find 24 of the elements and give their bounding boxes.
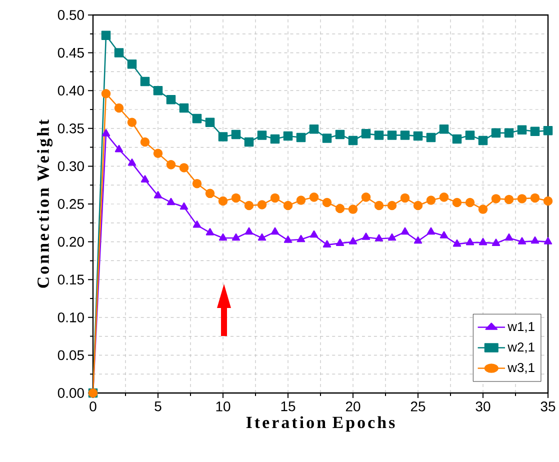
y-tick-label: 0.30 — [58, 161, 84, 172]
legend-label: w3,1 — [508, 362, 534, 374]
x-tick-label: 20 — [346, 401, 360, 412]
legend-label: w2,1 — [508, 342, 534, 354]
y-tick-label: 0.40 — [58, 86, 84, 96]
y-tick-label: 0.50 — [58, 10, 84, 20]
x-tick-label: 15 — [281, 402, 296, 412]
x-tick-label: 10 — [216, 401, 230, 412]
y-tick-label: 0.25 — [58, 199, 84, 209]
x-tick-label: 25 — [410, 401, 426, 412]
y-tick-label: 0.45 — [58, 48, 84, 58]
y-tick-label: 0.10 — [58, 312, 84, 322]
y-tick-label: 0.20 — [58, 236, 84, 247]
y-tick-label: 0.05 — [58, 350, 84, 360]
legend-label: w1,1 — [508, 322, 534, 333]
x-axis-title: Iteration Epochs — [246, 416, 395, 432]
x-tick-label: 0 — [90, 401, 96, 412]
x-tick-label: 5 — [154, 402, 162, 412]
x-tick-label: 35 — [540, 401, 556, 412]
x-tick-label: 30 — [476, 401, 490, 412]
y-tick-label: 0.35 — [58, 123, 84, 134]
y-tick-label: 0.15 — [58, 274, 84, 285]
y-tick-label: 0.00 — [58, 388, 84, 398]
y-axis-title: Connection Weight — [37, 119, 52, 288]
